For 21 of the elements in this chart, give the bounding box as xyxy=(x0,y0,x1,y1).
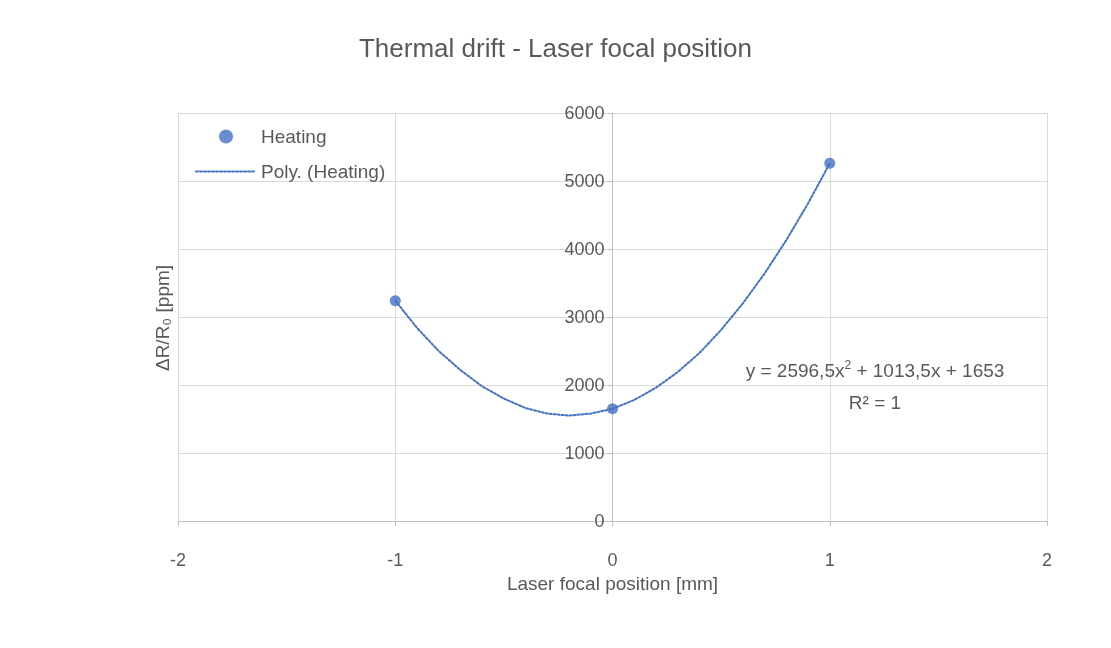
x-tick-label: 2 xyxy=(1041,550,1053,570)
y-tick-label: 0 xyxy=(594,511,605,531)
x-tick-label: 1 xyxy=(824,550,835,570)
y-tick-label: 2000 xyxy=(564,375,605,395)
point xyxy=(607,403,618,415)
x-tick-label: -1 xyxy=(387,550,404,570)
point xyxy=(824,157,836,169)
x-axis-title: Laser focal position [mm] xyxy=(506,572,719,594)
y-tick-label: 4000 xyxy=(564,239,605,259)
x-tick-label: 0 xyxy=(607,550,618,570)
y-tick-label: 6000 xyxy=(564,103,605,123)
point xyxy=(389,295,401,307)
y-tick-label: 5000 xyxy=(564,171,605,191)
annotation: R² = 1 xyxy=(848,391,902,413)
y-tick-label: 1000 xyxy=(564,443,605,463)
x-tick-label: -2 xyxy=(169,550,187,570)
chart-title: Thermal drift - Laser focal position xyxy=(358,33,753,63)
legend-label: Heating xyxy=(261,126,327,147)
y-axis-title: ΔR/R₀ [ppm] xyxy=(151,264,173,372)
legend-label: Poly. (Heating) xyxy=(261,161,386,182)
y-tick-label: 3000 xyxy=(564,307,605,327)
